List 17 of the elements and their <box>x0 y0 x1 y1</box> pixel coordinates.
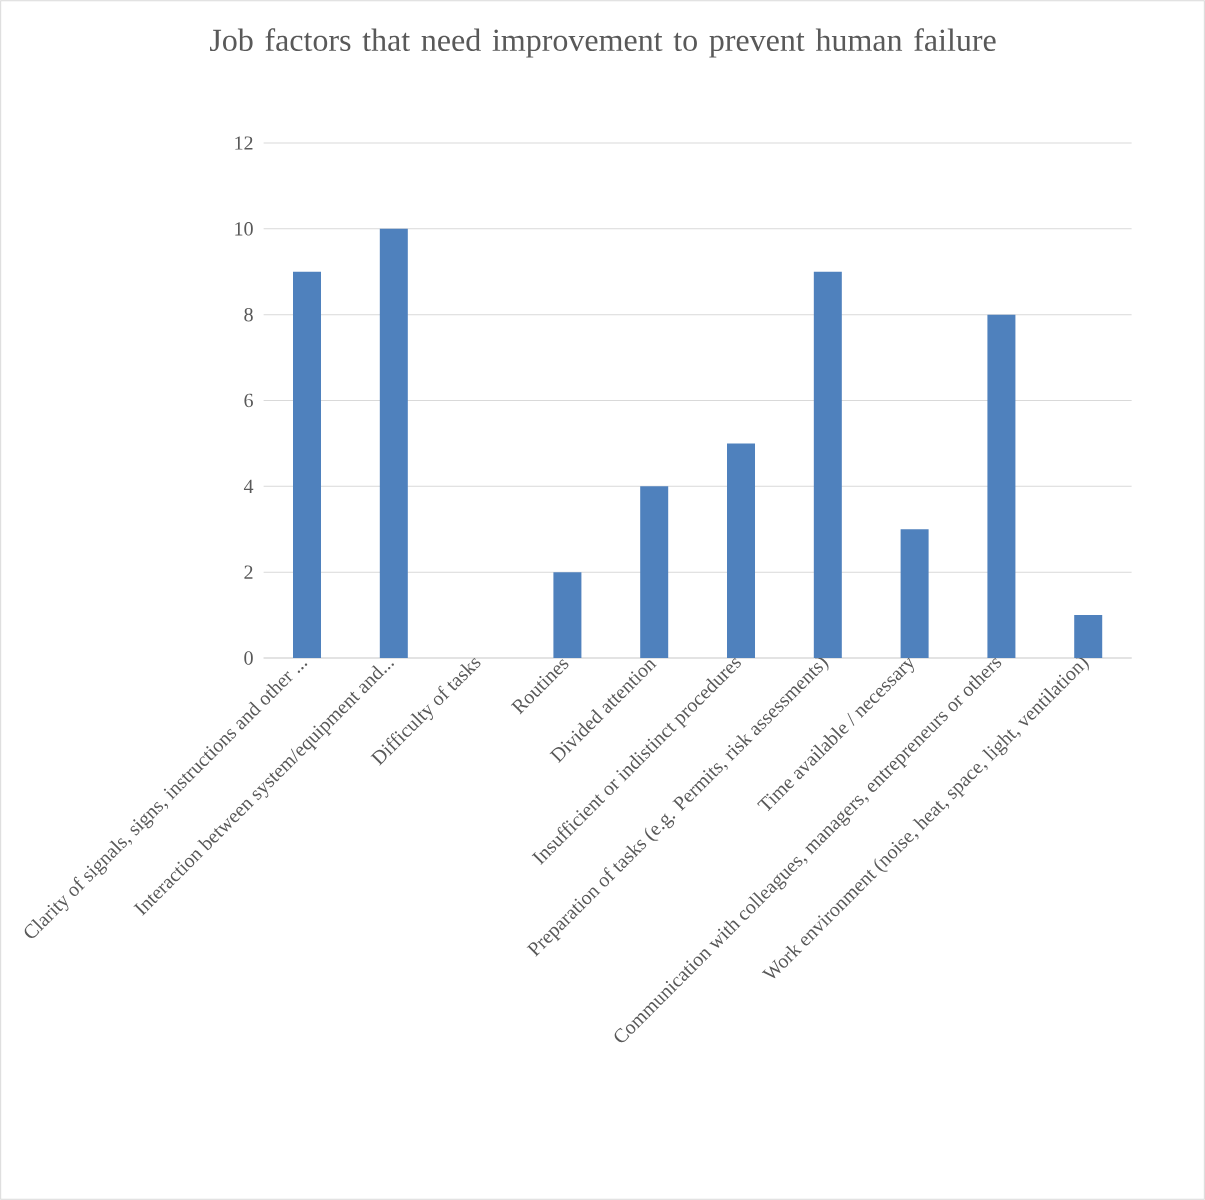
y-tick-label: 8 <box>244 307 253 322</box>
chart-title: Job factors that need improvement to prevent human failure <box>210 28 996 58</box>
bar <box>1074 615 1103 658</box>
y-tick-label: 12 <box>235 136 253 150</box>
bar <box>900 529 929 658</box>
bar <box>727 443 756 658</box>
bar <box>379 228 408 658</box>
bar <box>987 314 1016 658</box>
y-tick-label: 6 <box>244 393 253 408</box>
y-tick-label: 2 <box>244 565 253 579</box>
bar <box>813 271 842 658</box>
bar <box>553 572 582 658</box>
bar <box>640 486 669 658</box>
y-tick-label: 4 <box>243 479 254 493</box>
y-tick-label: 0 <box>244 651 253 665</box>
bar <box>293 271 321 658</box>
y-tick-label: 10 <box>235 222 253 236</box>
